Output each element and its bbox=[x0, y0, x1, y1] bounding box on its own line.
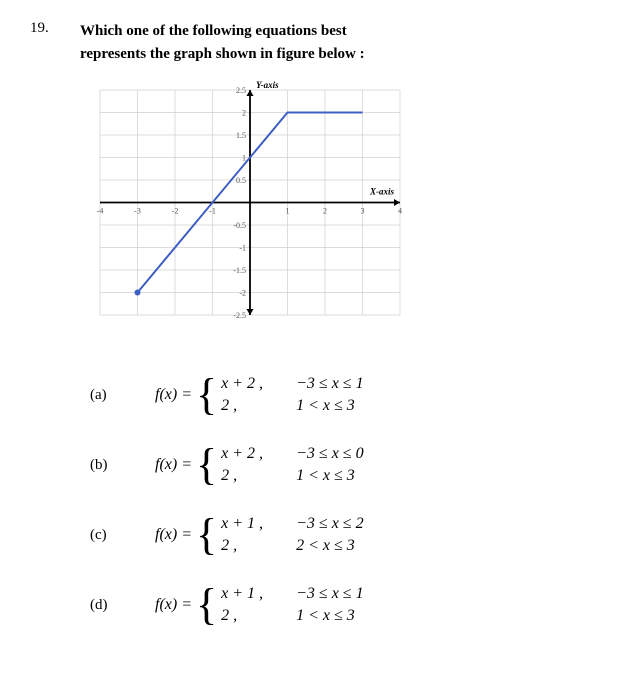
svg-text:-1.5: -1.5 bbox=[233, 266, 246, 275]
fx-prefix: f(x) = bbox=[155, 526, 192, 544]
cases: x + 2 , −3 ≤ x ≤ 0 2 , 1 < x ≤ 3 bbox=[221, 443, 386, 487]
question-line1: Which one of the following equations bes… bbox=[80, 23, 347, 39]
chart-svg: -4 -3 -2 -1 1 2 3 4 2.5 2 1.5 1 0.5 -0.5 -1 -1.5 -2 -2.5 Y… bbox=[90, 75, 440, 330]
case-row: 2 , 1 < x ≤ 3 bbox=[221, 605, 386, 627]
case-row: x + 2 , −3 ≤ x ≤ 1 bbox=[221, 373, 386, 395]
case-expr: 2 , bbox=[221, 397, 276, 415]
case-expr: x + 2 , bbox=[221, 445, 276, 463]
svg-text:2.5: 2.5 bbox=[236, 86, 246, 95]
case-row: 2 , 1 < x ≤ 3 bbox=[221, 465, 386, 487]
option-row[interactable]: (c) f(x) ={x + 1 , −3 ≤ x ≤ 2 2 , 2 < x ≤ 3 bbox=[90, 510, 604, 560]
left-brace-icon: { bbox=[196, 517, 217, 552]
svg-text:-1: -1 bbox=[239, 244, 246, 253]
case-cond: 1 < x ≤ 3 bbox=[296, 607, 386, 625]
svg-text:-0.5: -0.5 bbox=[233, 221, 246, 230]
question-header: 19. Which one of the following equations… bbox=[30, 20, 604, 65]
case-expr: 2 , bbox=[221, 537, 276, 555]
case-cond: 1 < x ≤ 3 bbox=[296, 467, 386, 485]
svg-text:-3: -3 bbox=[134, 207, 141, 216]
case-cond: −3 ≤ x ≤ 1 bbox=[296, 585, 386, 603]
left-brace-icon: { bbox=[196, 447, 217, 482]
fx-prefix: f(x) = bbox=[155, 456, 192, 474]
question-number: 19. bbox=[30, 20, 60, 65]
svg-text:1.5: 1.5 bbox=[236, 131, 246, 140]
svg-text:3: 3 bbox=[361, 207, 365, 216]
svg-text:2: 2 bbox=[323, 207, 327, 216]
case-cond: −3 ≤ x ≤ 1 bbox=[296, 375, 386, 393]
left-brace-icon: { bbox=[196, 587, 217, 622]
svg-text:-2: -2 bbox=[172, 207, 179, 216]
fx-prefix: f(x) = bbox=[155, 596, 192, 614]
cases: x + 2 , −3 ≤ x ≤ 1 2 , 1 < x ≤ 3 bbox=[221, 373, 386, 417]
case-cond: 2 < x ≤ 3 bbox=[296, 537, 386, 555]
case-row: x + 1 , −3 ≤ x ≤ 1 bbox=[221, 583, 386, 605]
svg-text:4: 4 bbox=[398, 207, 402, 216]
fx-prefix: f(x) = bbox=[155, 386, 192, 404]
svg-text:Y-axis: Y-axis bbox=[256, 80, 279, 90]
piecewise-fn: f(x) ={x + 1 , −3 ≤ x ≤ 1 2 , 1 < x ≤ 3 bbox=[155, 583, 386, 627]
case-row: 2 , 2 < x ≤ 3 bbox=[221, 535, 386, 557]
option-label: (b) bbox=[90, 457, 125, 474]
svg-text:X-axis: X-axis bbox=[369, 187, 395, 197]
svg-text:1: 1 bbox=[286, 207, 290, 216]
piecewise-fn: f(x) ={x + 1 , −3 ≤ x ≤ 2 2 , 2 < x ≤ 3 bbox=[155, 513, 386, 557]
case-row: x + 1 , −3 ≤ x ≤ 2 bbox=[221, 513, 386, 535]
case-expr: x + 1 , bbox=[221, 585, 276, 603]
question-text: Which one of the following equations bes… bbox=[80, 20, 365, 65]
option-label: (c) bbox=[90, 527, 125, 544]
graph-figure: -4 -3 -2 -1 1 2 3 4 2.5 2 1.5 1 0.5 -0.5 -1 -1.5 -2 -2.5 Y… bbox=[90, 75, 440, 330]
option-row[interactable]: (a) f(x) ={x + 2 , −3 ≤ x ≤ 1 2 , 1 < x ≤ 3 bbox=[90, 370, 604, 420]
cases: x + 1 , −3 ≤ x ≤ 1 2 , 1 < x ≤ 3 bbox=[221, 583, 386, 627]
left-brace-icon: { bbox=[196, 377, 217, 412]
case-cond: −3 ≤ x ≤ 0 bbox=[296, 445, 386, 463]
cases: x + 1 , −3 ≤ x ≤ 2 2 , 2 < x ≤ 3 bbox=[221, 513, 386, 557]
svg-text:-2.5: -2.5 bbox=[233, 311, 246, 320]
svg-text:2: 2 bbox=[242, 109, 246, 118]
piecewise-fn: f(x) ={x + 2 , −3 ≤ x ≤ 1 2 , 1 < x ≤ 3 bbox=[155, 373, 386, 417]
case-row: x + 2 , −3 ≤ x ≤ 0 bbox=[221, 443, 386, 465]
svg-text:-1: -1 bbox=[209, 207, 216, 216]
case-cond: −3 ≤ x ≤ 2 bbox=[296, 515, 386, 533]
svg-text:1: 1 bbox=[242, 154, 246, 163]
piecewise-fn: f(x) ={x + 2 , −3 ≤ x ≤ 0 2 , 1 < x ≤ 3 bbox=[155, 443, 386, 487]
case-cond: 1 < x ≤ 3 bbox=[296, 397, 386, 415]
svg-text:-4: -4 bbox=[97, 207, 104, 216]
options-list: (a)f(x) ={x + 2 ,−3 ≤ x ≤ 12 ,1 < x ≤ 3(… bbox=[90, 370, 604, 630]
option-row[interactable]: (b) f(x) ={x + 2 , −3 ≤ x ≤ 0 2 , 1 < x ≤ 3 bbox=[90, 440, 604, 490]
svg-text:0.5: 0.5 bbox=[236, 176, 246, 185]
svg-text:-2: -2 bbox=[239, 289, 246, 298]
case-row: 2 , 1 < x ≤ 3 bbox=[221, 395, 386, 417]
case-expr: x + 2 , bbox=[221, 375, 276, 393]
question-line2: represents the graph shown in figure bel… bbox=[80, 46, 365, 62]
option-label: (d) bbox=[90, 597, 125, 614]
option-label: (a) bbox=[90, 387, 125, 404]
case-expr: 2 , bbox=[221, 607, 276, 625]
case-expr: x + 1 , bbox=[221, 515, 276, 533]
case-expr: 2 , bbox=[221, 467, 276, 485]
option-row[interactable]: (d) f(x) ={x + 1 , −3 ≤ x ≤ 1 2 , 1 < x ≤ 3 bbox=[90, 580, 604, 630]
